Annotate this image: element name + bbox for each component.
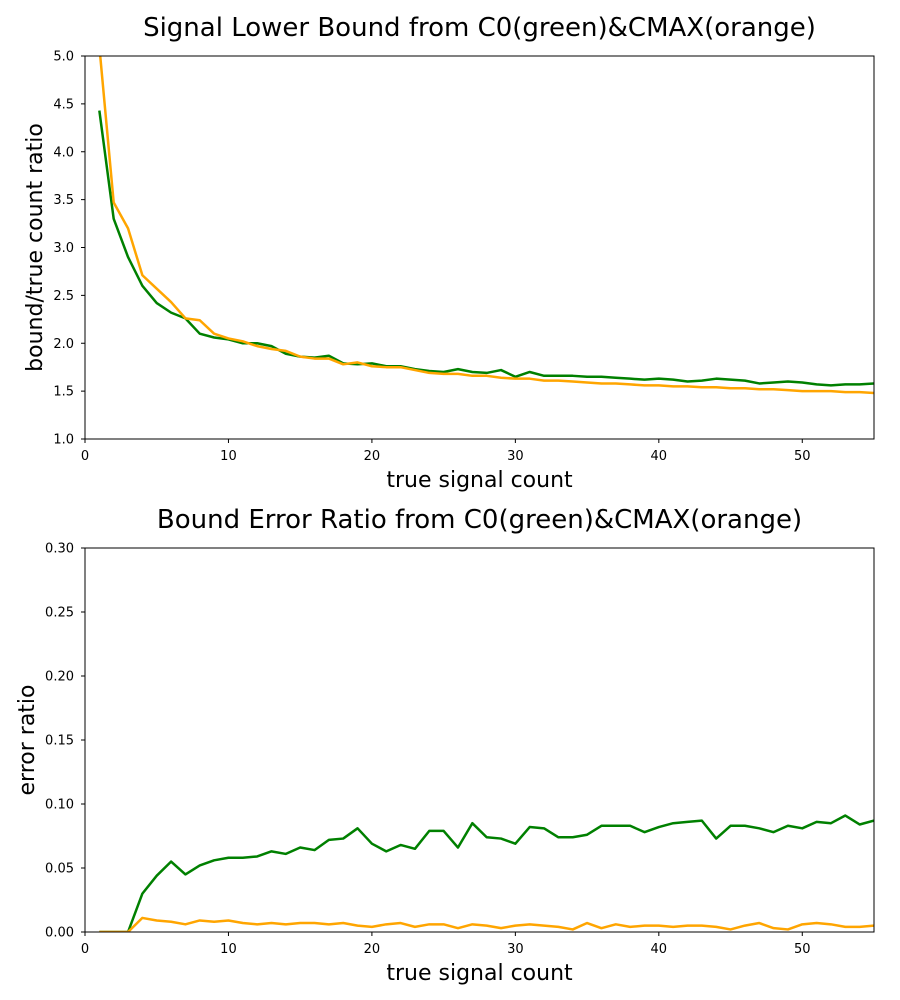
y-tick-label: 0.10 — [45, 798, 74, 813]
x-tick-label: 20 — [364, 449, 381, 464]
x-tick-label: 10 — [220, 942, 237, 957]
y-tick-label: 0.15 — [45, 734, 74, 749]
x-tick-label: 30 — [507, 942, 524, 957]
x-tick-label: 0 — [81, 942, 89, 957]
x-tick-label: 40 — [651, 449, 668, 464]
x-tick-label: 30 — [507, 449, 524, 464]
x-tick-label: 50 — [794, 942, 811, 957]
x-tick-label: 50 — [794, 449, 811, 464]
y-tick-label: 0.25 — [45, 606, 74, 621]
y-tick-label: 0.30 — [45, 542, 74, 557]
x-tick-label: 0 — [81, 449, 89, 464]
y-tick-label: 1.5 — [53, 385, 74, 400]
y-tick-label: 1.0 — [53, 433, 74, 448]
y-tick-label: 4.0 — [53, 145, 74, 160]
series-line-green — [98, 110, 874, 387]
y-tick-label: 0.00 — [45, 926, 74, 941]
y-tick-label: 2.5 — [53, 289, 74, 304]
chart-title: Signal Lower Bound from C0(green)&CMAX(o… — [143, 13, 816, 43]
series-line-orange — [99, 916, 874, 932]
series-line-orange — [98, 56, 874, 395]
x-axis-label: true signal count — [386, 468, 573, 493]
chart-1: Signal Lower Bound from C0(green)&CMAX(o… — [23, 13, 875, 493]
y-tick-label: 0.05 — [45, 862, 74, 877]
y-tick-label: 2.0 — [53, 337, 74, 352]
chart-title: Bound Error Ratio from C0(green)&CMAX(or… — [157, 505, 802, 535]
y-tick-label: 3.0 — [53, 241, 74, 256]
y-tick-label: 3.5 — [53, 193, 74, 208]
series-line-green — [99, 814, 874, 932]
y-tick-label: 4.5 — [53, 97, 74, 112]
x-tick-label: 20 — [364, 942, 381, 957]
y-axis-label: bound/true count ratio — [23, 123, 48, 372]
plot-frame — [84, 547, 875, 933]
x-axis-label: true signal count — [386, 961, 573, 986]
y-tick-label: 0.20 — [45, 670, 74, 685]
y-tick-label: 5.0 — [53, 50, 74, 65]
chart-2: Bound Error Ratio from C0(green)&CMAX(or… — [15, 505, 875, 986]
x-tick-label: 40 — [651, 942, 668, 957]
x-tick-label: 10 — [220, 449, 237, 464]
y-axis-label: error ratio — [15, 685, 40, 796]
